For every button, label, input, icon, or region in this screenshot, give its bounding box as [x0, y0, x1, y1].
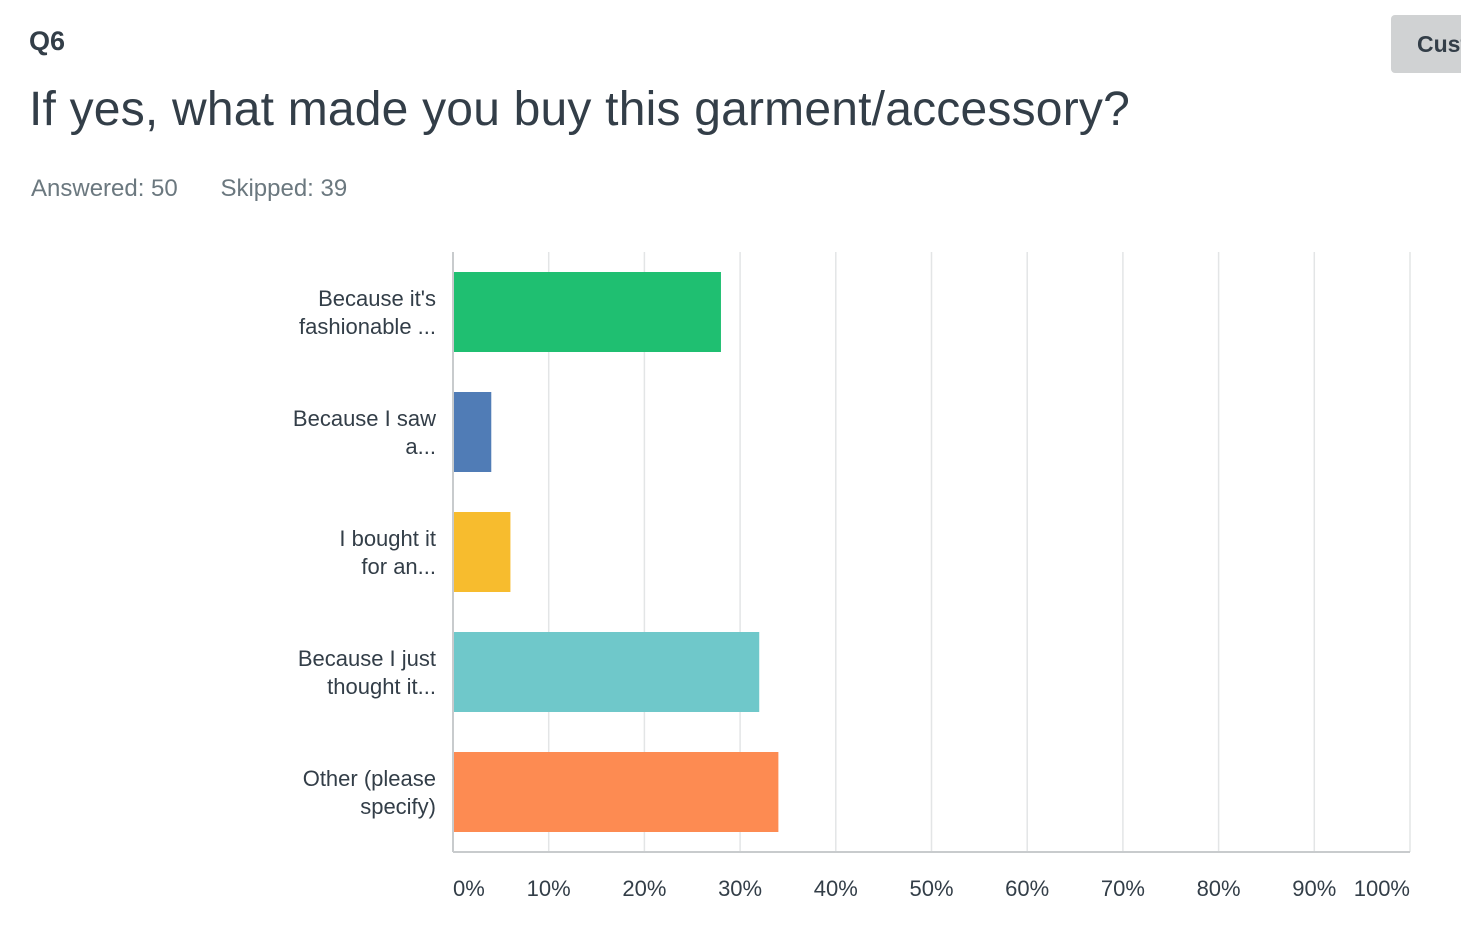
category-label: Because I just thought it...	[298, 646, 436, 699]
x-tick-label: 10%	[527, 876, 571, 901]
chart-bars	[453, 272, 779, 832]
answered-count: Answered: 50	[31, 175, 178, 202]
response-stats: Answered: 50 Skipped: 39	[31, 175, 383, 203]
question-number: Q6	[29, 26, 66, 56]
category-label: Because it's fashionable ...	[299, 286, 436, 339]
bar	[453, 272, 721, 352]
chart-axes	[452, 252, 1410, 853]
category-label: I bought it for an...	[339, 526, 436, 579]
x-tick-label: 90%	[1292, 876, 1336, 901]
category-label: Other (please specify)	[303, 766, 436, 819]
chart-tick-labels: 0% 10% 20% 30% 40% 50% 60% 70% 80% 90% 100%	[453, 876, 1410, 901]
bar	[453, 512, 511, 592]
x-tick-label: 60%	[1005, 876, 1049, 901]
bar	[453, 752, 779, 832]
x-tick-label: 0%	[453, 876, 485, 901]
skipped-count: Skipped: 39	[220, 175, 348, 202]
x-tick-label: 50%	[909, 876, 953, 901]
bar	[453, 392, 492, 472]
x-tick-label: 40%	[814, 876, 858, 901]
bar	[453, 632, 760, 712]
category-label: Because I saw a...	[293, 406, 436, 459]
question-title: If yes, what made you buy this garment/a…	[29, 83, 1130, 136]
x-tick-label: 70%	[1101, 876, 1145, 901]
x-tick-label: 20%	[622, 876, 666, 901]
customize-button[interactable]: Customize	[1391, 15, 1461, 73]
x-tick-label: 80%	[1197, 876, 1241, 901]
x-tick-label: 30%	[718, 876, 762, 901]
chart-category-labels: Because it's fashionable ... Because I saw…	[293, 286, 436, 819]
x-tick-label: 100%	[1354, 876, 1410, 901]
